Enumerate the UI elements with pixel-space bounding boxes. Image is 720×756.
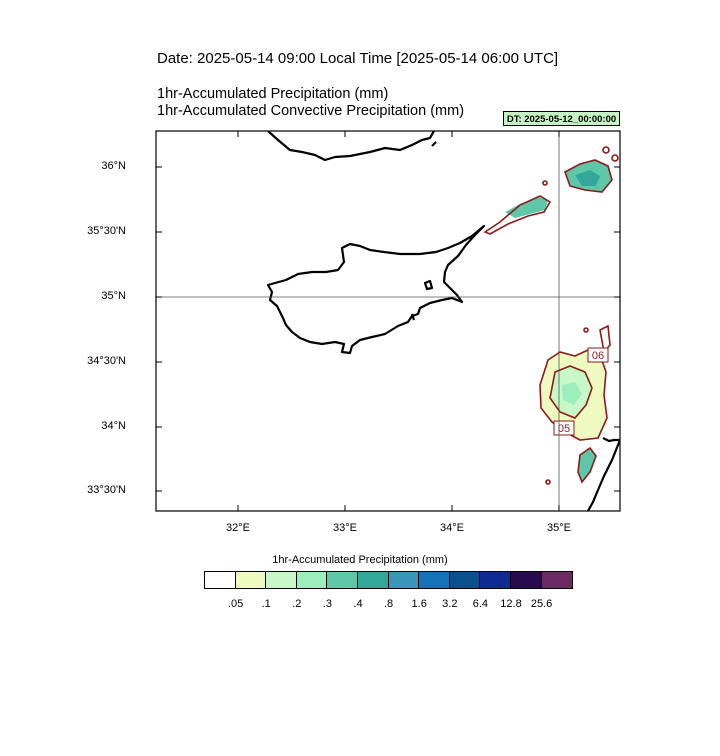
legend-swatch-4 (327, 572, 358, 588)
legend-swatch-7 (419, 572, 450, 588)
lon-label-34e: 34°E (440, 522, 464, 534)
lat-label-35n: 35°N (101, 290, 126, 302)
lat-label-34n: 34°N (101, 420, 126, 432)
legend-tick-label: .8 (384, 598, 394, 610)
legend-tick-label: 3.2 (442, 598, 458, 610)
legend-color-bar (204, 571, 574, 589)
legend-tick-label: 25.6 (530, 598, 553, 610)
lat-label-33-30n: 33°30'N (87, 484, 126, 496)
legend-tick-label: 12.8 (500, 598, 522, 610)
lon-label-35e: 35°E (547, 522, 571, 534)
legend-tick-label: .1 (261, 598, 271, 610)
legend-swatch-2 (266, 572, 297, 588)
lat-label-36n: 36°N (101, 160, 126, 172)
convective-contours (483, 146, 619, 485)
gridlines (156, 131, 620, 511)
legend-swatch-9 (480, 572, 511, 588)
legend-swatch-8 (449, 572, 481, 588)
contour-label-05: 05 (558, 423, 570, 435)
map-frame (155, 130, 621, 512)
legend-swatch-11 (541, 572, 573, 588)
legend-tick-label: .2 (292, 598, 302, 610)
legend-swatch-0 (205, 572, 236, 588)
lat-label-34-30n: 34°30'N (87, 355, 126, 367)
legend-tick-label: 1.6 (411, 598, 427, 610)
legend-swatch-6 (388, 572, 420, 588)
contour-label-06: 06 (592, 350, 604, 362)
lon-label-32e: 32°E (226, 522, 250, 534)
legend-tick-label: .3 (322, 598, 332, 610)
legend-swatch-10 (510, 572, 542, 588)
coastlines (266, 131, 620, 511)
axis-ticks (156, 131, 620, 511)
legend-tick-label: 6.4 (472, 598, 489, 610)
precipitation-title: 1hr-Accumulated Precipitation (mm) (157, 86, 389, 102)
legend-swatch-3 (296, 572, 328, 588)
legend-swatch-5 (357, 572, 389, 588)
model-run-badge: DT: 2025-05-12_00:00:00 (503, 111, 620, 126)
legend-swatch-1 (235, 572, 267, 588)
convective-precipitation-title: 1hr-Accumulated Convective Precipitation… (157, 103, 465, 119)
legend-title: 1hr-Accumulated Precipitation (mm) (272, 554, 448, 566)
precipitation-areas (505, 160, 612, 482)
legend-tick-label: .05 (227, 598, 244, 610)
forecast-date-line: Date: 2025-05-14 09:00 Local Time [2025-… (157, 50, 559, 67)
lat-label-35-30n: 35°30'N (87, 225, 126, 237)
lon-label-33e: 33°E (333, 522, 357, 534)
legend-tick-label: .4 (353, 598, 363, 610)
